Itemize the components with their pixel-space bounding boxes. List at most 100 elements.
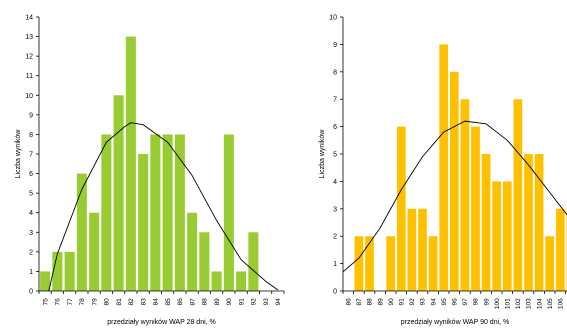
y-tick-label: 9 [29,112,33,119]
x-tick-label: 98 [473,298,480,306]
y-tick-label: 0 [333,289,337,296]
x-tick-label: 77 [67,298,74,306]
x-tick-label: 105 [547,298,554,309]
y-tick-label: 11 [26,73,33,80]
x-tick-label: 97 [462,298,469,306]
bar [407,208,417,291]
x-tick-label: 100 [494,298,501,309]
bar [428,236,438,291]
x-tick-label: 94 [275,298,282,306]
y-tick-label: 5 [29,191,33,198]
y-tick-label: 1 [333,261,337,268]
y-tick-label: 10 [25,93,33,100]
x-tick-label: 92 [409,298,416,306]
bar [125,36,136,291]
bar [89,212,100,291]
x-axis-title: przedziały wyników WAP 28 dni, % [107,319,216,326]
bar [545,236,555,291]
x-tick-label: 82 [128,298,135,306]
x-tick-label: 89 [214,298,221,306]
x-tick-label: 80 [104,298,111,306]
x-tick-label: 95 [441,298,448,306]
x-tick-label: 106 [558,298,565,309]
x-tick-label: 93 [263,298,270,306]
bar [534,154,544,291]
y-tick-label: 7 [29,152,33,159]
bar [150,134,161,291]
bar [418,208,427,291]
y-tick-label: 5 [333,152,337,159]
bar [460,99,470,291]
y-axis-title: Liczba wyników [319,129,326,179]
bar [502,181,512,291]
y-tick-label: 14 [25,15,33,22]
normal-fit-curve [48,122,279,292]
x-tick-label: 84 [153,298,160,306]
bar [492,181,502,291]
bar [481,154,491,291]
y-tick-label: 6 [333,124,337,131]
bar [248,232,259,291]
x-tick-label: 102 [515,298,522,309]
x-tick-label: 96 [452,298,459,306]
bar [76,173,87,291]
x-tick-label: 91 [399,298,406,306]
bar [40,271,51,291]
bar [449,71,459,291]
x-tick-label: 89 [377,298,384,306]
x-tick-label: 92 [251,298,258,306]
normal-fit-curve [342,120,567,273]
y-tick-label: 8 [333,69,337,76]
x-tick-label: 87 [189,298,196,306]
bar [365,236,374,291]
x-tick-label: 93 [420,298,427,306]
bar [236,271,247,291]
x-tick-label: 94 [430,298,437,306]
y-tick-label: 4 [29,210,33,217]
y-tick-label: 9 [333,42,337,49]
y-tick-label: 7 [333,97,337,104]
y-tick-label: 1 [29,269,33,276]
bar [138,154,149,291]
x-tick-label: 99 [483,298,490,306]
x-tick-label: 83 [140,298,147,306]
bar [113,95,124,291]
bar [101,134,112,291]
bar [439,44,449,292]
y-tick-label: 10 [329,15,337,22]
x-tick-label: 103 [526,298,533,309]
y-axis-title: Liczba wyników [15,129,22,179]
y-tick-label: 6 [29,171,33,178]
bar [524,154,533,291]
x-tick-label: 78 [79,298,86,306]
x-tick-label: 90 [388,298,395,306]
y-tick-label: 2 [29,249,33,256]
x-tick-label: 101 [505,298,512,309]
bar [187,212,198,291]
bar [354,236,364,291]
y-tick-label: 3 [29,230,33,237]
bar [513,99,523,291]
bar [52,251,63,291]
y-tick-label: 8 [29,132,33,139]
bar [211,271,222,291]
x-tick-label: 75 [42,298,49,306]
y-tick-label: 2 [333,234,337,241]
x-tick-label: 104 [536,298,543,309]
y-tick-label: 13 [25,34,33,41]
bar [555,208,565,291]
x-tick-label: 81 [116,298,123,306]
bar [174,134,185,291]
x-tick-label: 91 [238,298,245,306]
x-tick-label: 76 [55,298,62,306]
bar [396,126,406,291]
bar [386,236,396,291]
x-tick-label: 87 [356,298,363,306]
x-tick-label: 88 [202,298,209,306]
x-tick-label: 86 [177,298,184,306]
x-tick-label: 88 [367,298,374,306]
y-tick-label: 3 [333,206,337,213]
